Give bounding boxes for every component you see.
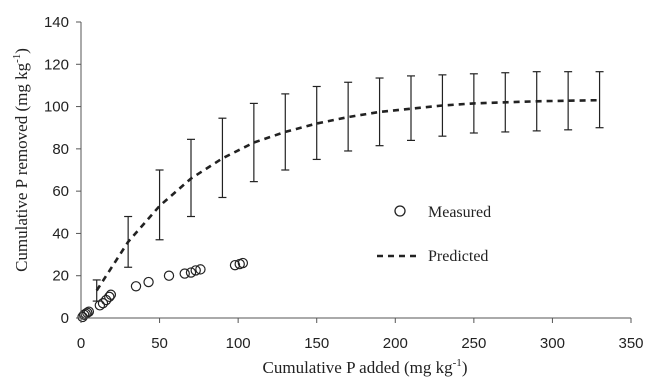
y-axis-title-sup: -1 [11, 54, 23, 63]
measured-point [237, 257, 249, 269]
x-tick-label: 50 [151, 335, 168, 352]
y-tick-label: 80 [52, 141, 69, 158]
x-tick-label: 100 [226, 335, 251, 352]
y-axis-title-main: Cumulative P removed (mg kg [12, 62, 31, 272]
measured-point [179, 268, 190, 279]
y-axis-title: Cumulative P removed (mg kg-1) [11, 48, 31, 272]
x-tick-label: 150 [304, 335, 329, 352]
x-axis-title-main: Cumulative P added (mg kg [263, 358, 454, 377]
measured-point [105, 289, 117, 300]
measured-point [185, 267, 197, 278]
y-axis-title-close: ) [12, 48, 31, 54]
error-bars [92, 71, 604, 302]
y-tick-label: 0 [61, 310, 69, 327]
x-axis-title: Cumulative P added (mg kg-1) [263, 357, 468, 377]
measured-point [94, 300, 106, 311]
x-tick-label: 200 [383, 335, 408, 352]
measured-point [82, 307, 93, 318]
y-tick-label: 60 [52, 183, 69, 200]
x-axis-title-sup: -1 [453, 357, 462, 369]
plot-area [77, 71, 604, 323]
axes [80, 22, 631, 319]
x-tick-label: 300 [540, 335, 565, 352]
x-ticks: 0 50 100 150 200 250 300 350 [77, 318, 644, 352]
measured-point [190, 265, 201, 276]
x-tick-label: 0 [77, 335, 85, 352]
y-tick-label: 100 [44, 99, 69, 116]
predicted-series-line [95, 98, 600, 292]
y-ticks: 0 20 40 60 80 100 120 140 [44, 14, 81, 327]
y-tick-label: 120 [44, 56, 69, 73]
measured-point [130, 281, 142, 292]
legend: Measured Predicted [377, 204, 491, 265]
measured-point [83, 306, 95, 317]
measured-point [97, 298, 109, 309]
measured-point [104, 291, 115, 303]
x-axis-title-close: ) [462, 358, 468, 377]
measured-point [195, 264, 206, 275]
measured-point [229, 259, 241, 271]
y-tick-label: 20 [52, 268, 69, 285]
legend-measured-marker [394, 205, 406, 217]
legend-measured-label: Measured [428, 204, 491, 221]
measured-point [143, 276, 154, 288]
y-tick-label: 40 [52, 225, 69, 242]
x-tick-label: 250 [461, 335, 486, 352]
measured-series [77, 257, 249, 323]
measured-point [163, 270, 175, 281]
x-tick-label: 350 [618, 335, 643, 352]
legend-predicted-label: Predicted [428, 248, 488, 265]
y-tick-label: 140 [44, 14, 69, 31]
